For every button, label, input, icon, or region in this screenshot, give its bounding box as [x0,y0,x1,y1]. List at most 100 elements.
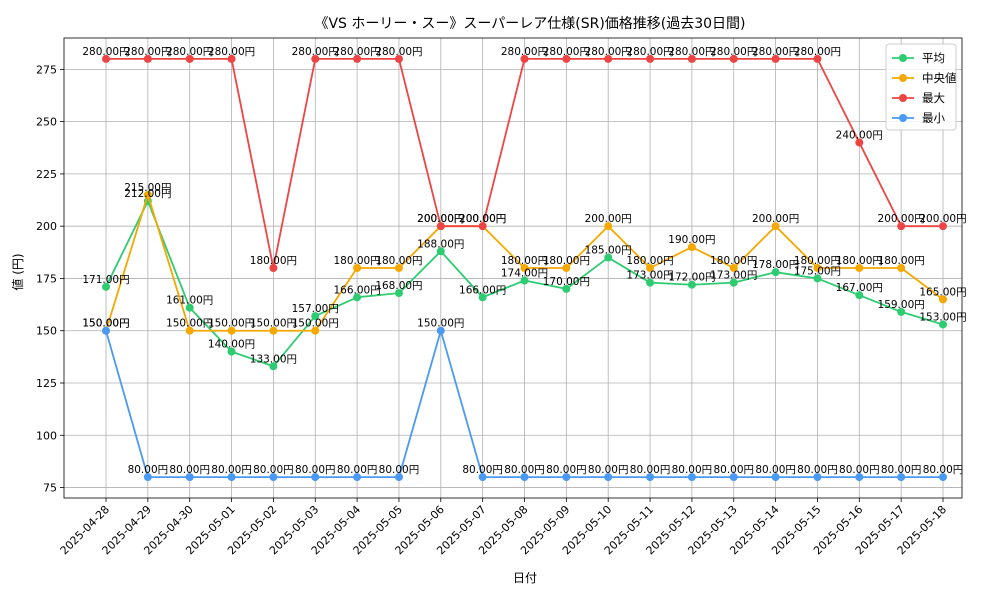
data-point-max [604,54,613,63]
data-label-min: 80.00円 [169,464,210,476]
data-point-average [478,293,487,302]
data-point-min [353,473,362,482]
data-label-max: 280.00円 [333,46,380,58]
data-label-median: 180.00円 [836,255,883,267]
data-point-max [646,54,655,63]
data-label-median: 180.00円 [794,255,841,267]
data-label-min: 80.00円 [881,464,922,476]
legend-entry-average: 平均 [922,51,945,65]
data-point-median [855,264,864,272]
data-point-max [143,54,152,63]
legend-entry-max: 最大 [922,91,945,105]
data-point-median [227,326,236,335]
data-point-min [855,473,864,482]
data-label-median: 180.00円 [375,255,422,267]
data-label-average: 159.00円 [878,299,925,311]
series-average [102,197,947,371]
data-point-max [520,54,529,63]
data-label-min: 80.00円 [211,464,252,476]
data-point-median [813,264,822,272]
data-label-min: 150.00円 [82,318,129,330]
data-label-max: 200.00円 [459,213,506,225]
data-point-min [939,473,947,482]
data-label-max: 240.00円 [836,130,883,142]
y-tick-label: 250 [36,116,57,129]
data-point-min [436,326,445,335]
chart-title: 《VS ホーリー・スー》スーパーレア仕様(SR)価格推移(過去30日間) [314,16,745,32]
data-label-median: 150.00円 [208,318,255,330]
y-tick-label: 275 [36,63,57,76]
data-point-min [478,473,487,482]
y-tick-label: 100 [36,429,57,442]
data-label-min: 80.00円 [253,464,294,476]
data-label-average: 168.00円 [375,280,422,292]
data-point-max [269,264,278,272]
data-point-median [353,264,362,272]
data-point-min [687,473,696,482]
data-label-max: 280.00円 [543,46,590,58]
data-point-average [562,284,571,293]
y-axis-label: 値 (円) [10,253,25,290]
data-point-max [311,54,320,63]
data-point-average [771,268,780,277]
data-label-min: 80.00円 [839,464,880,476]
data-point-median [939,295,947,304]
data-label-max: 280.00円 [501,46,548,58]
data-label-average: 173.00円 [626,270,673,282]
data-point-min [729,473,738,482]
data-label-average: 166.00円 [459,284,506,296]
data-point-average [102,282,110,291]
data-point-average [394,289,403,298]
data-label-max: 280.00円 [208,46,255,58]
data-point-max [813,54,822,63]
legend-marker-average [899,54,907,62]
data-label-max: 180.00円 [250,255,297,267]
data-point-max [687,54,696,63]
data-label-max: 280.00円 [752,46,799,58]
data-point-average [353,293,362,302]
data-label-max: 280.00円 [794,46,841,58]
data-label-median: 165.00円 [919,286,966,298]
data-label-average: 212.00円 [124,188,171,200]
legend-entry-median: 中央値 [922,71,957,85]
data-label-average: 188.00円 [417,238,464,250]
legend-marker-median [899,74,907,82]
data-label-average: 172.00円 [668,272,715,284]
data-point-median [897,264,906,272]
data-point-max [897,222,906,231]
legend-entry-min: 最小 [922,111,945,125]
data-point-max [353,54,362,63]
data-label-median: 180.00円 [543,255,590,267]
x-axis-ticks: 2025-04-282025-04-292025-04-302025-05-01… [58,498,949,557]
data-label-average: 153.00円 [919,311,966,323]
data-label-min: 80.00円 [295,464,336,476]
data-point-average [687,280,696,289]
data-label-max: 200.00円 [878,213,925,225]
data-point-average [185,303,194,312]
data-point-min [771,473,780,482]
data-label-average: 175.00円 [794,265,841,277]
data-point-average [855,291,864,300]
data-point-min [394,473,403,482]
data-label-median: 190.00円 [668,234,715,246]
data-label-max: 280.00円 [82,46,129,58]
data-label-min: 80.00円 [128,464,169,476]
series-layer [102,54,947,482]
data-point-median [311,326,320,335]
data-label-min: 80.00円 [588,464,629,476]
data-point-average [227,347,236,356]
data-label-average: 171.00円 [82,274,129,286]
data-point-min [269,473,278,482]
data-label-max: 200.00円 [919,213,966,225]
data-label-max: 280.00円 [710,46,757,58]
data-point-median [604,222,613,231]
data-label-median: 200.00円 [459,213,506,225]
data-point-average [813,274,822,283]
data-label-median: 180.00円 [501,255,548,267]
data-point-min [562,473,571,482]
data-label-median: 150.00円 [250,318,297,330]
data-label-median: 180.00円 [710,255,757,267]
data-point-max [478,222,487,231]
data-label-max: 280.00円 [375,46,422,58]
